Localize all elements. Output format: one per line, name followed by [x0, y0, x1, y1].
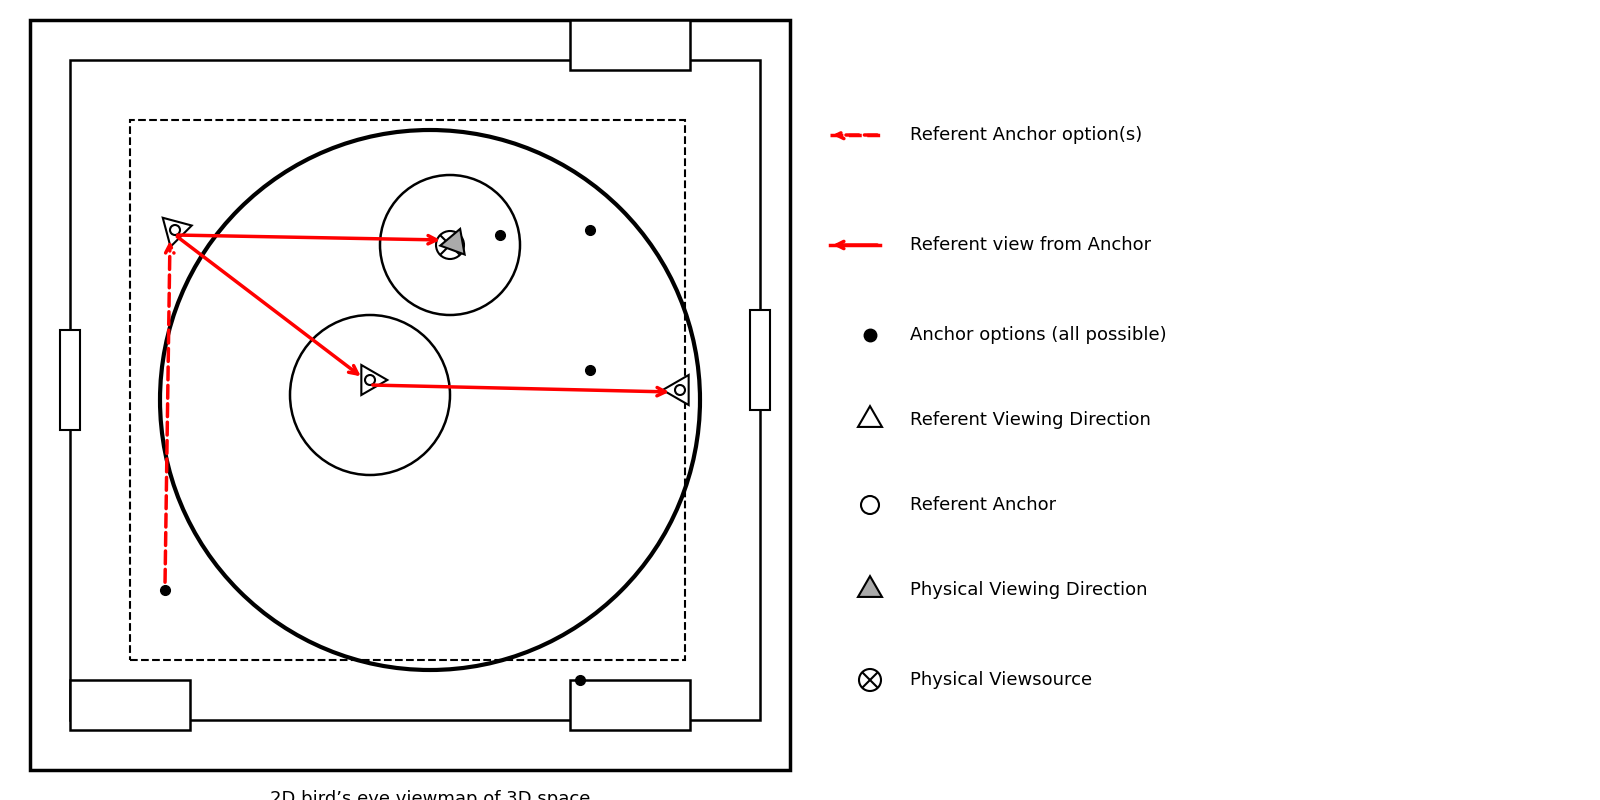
Bar: [70, 60, 760, 720]
Polygon shape: [662, 375, 688, 405]
Bar: [61, 330, 80, 430]
Circle shape: [675, 385, 685, 395]
Text: Referent Anchor: Referent Anchor: [910, 496, 1056, 514]
Text: Physical Viewsource: Physical Viewsource: [910, 671, 1093, 689]
Polygon shape: [163, 218, 192, 246]
Bar: [130, 120, 685, 660]
Bar: [30, 20, 790, 770]
Circle shape: [170, 225, 179, 235]
Circle shape: [435, 231, 464, 259]
Bar: [750, 310, 770, 410]
Circle shape: [859, 669, 882, 691]
Text: Referent Viewing Direction: Referent Viewing Direction: [910, 411, 1150, 429]
Polygon shape: [362, 365, 387, 395]
FancyArrowPatch shape: [837, 131, 877, 138]
Text: Anchor options (all possible): Anchor options (all possible): [910, 326, 1166, 344]
Text: 2D bird’s eye viewmap of 3D space: 2D bird’s eye viewmap of 3D space: [270, 790, 590, 800]
Text: Physical Viewing Direction: Physical Viewing Direction: [910, 581, 1147, 599]
Polygon shape: [440, 229, 464, 254]
Text: Referent Anchor option(s): Referent Anchor option(s): [910, 126, 1142, 144]
Bar: [70, 680, 190, 730]
FancyArrowPatch shape: [165, 245, 174, 582]
Bar: [570, 680, 690, 730]
Bar: [570, 20, 690, 70]
Polygon shape: [858, 576, 882, 597]
Text: Referent view from Anchor: Referent view from Anchor: [910, 236, 1150, 254]
Polygon shape: [858, 406, 882, 427]
Circle shape: [365, 375, 374, 385]
